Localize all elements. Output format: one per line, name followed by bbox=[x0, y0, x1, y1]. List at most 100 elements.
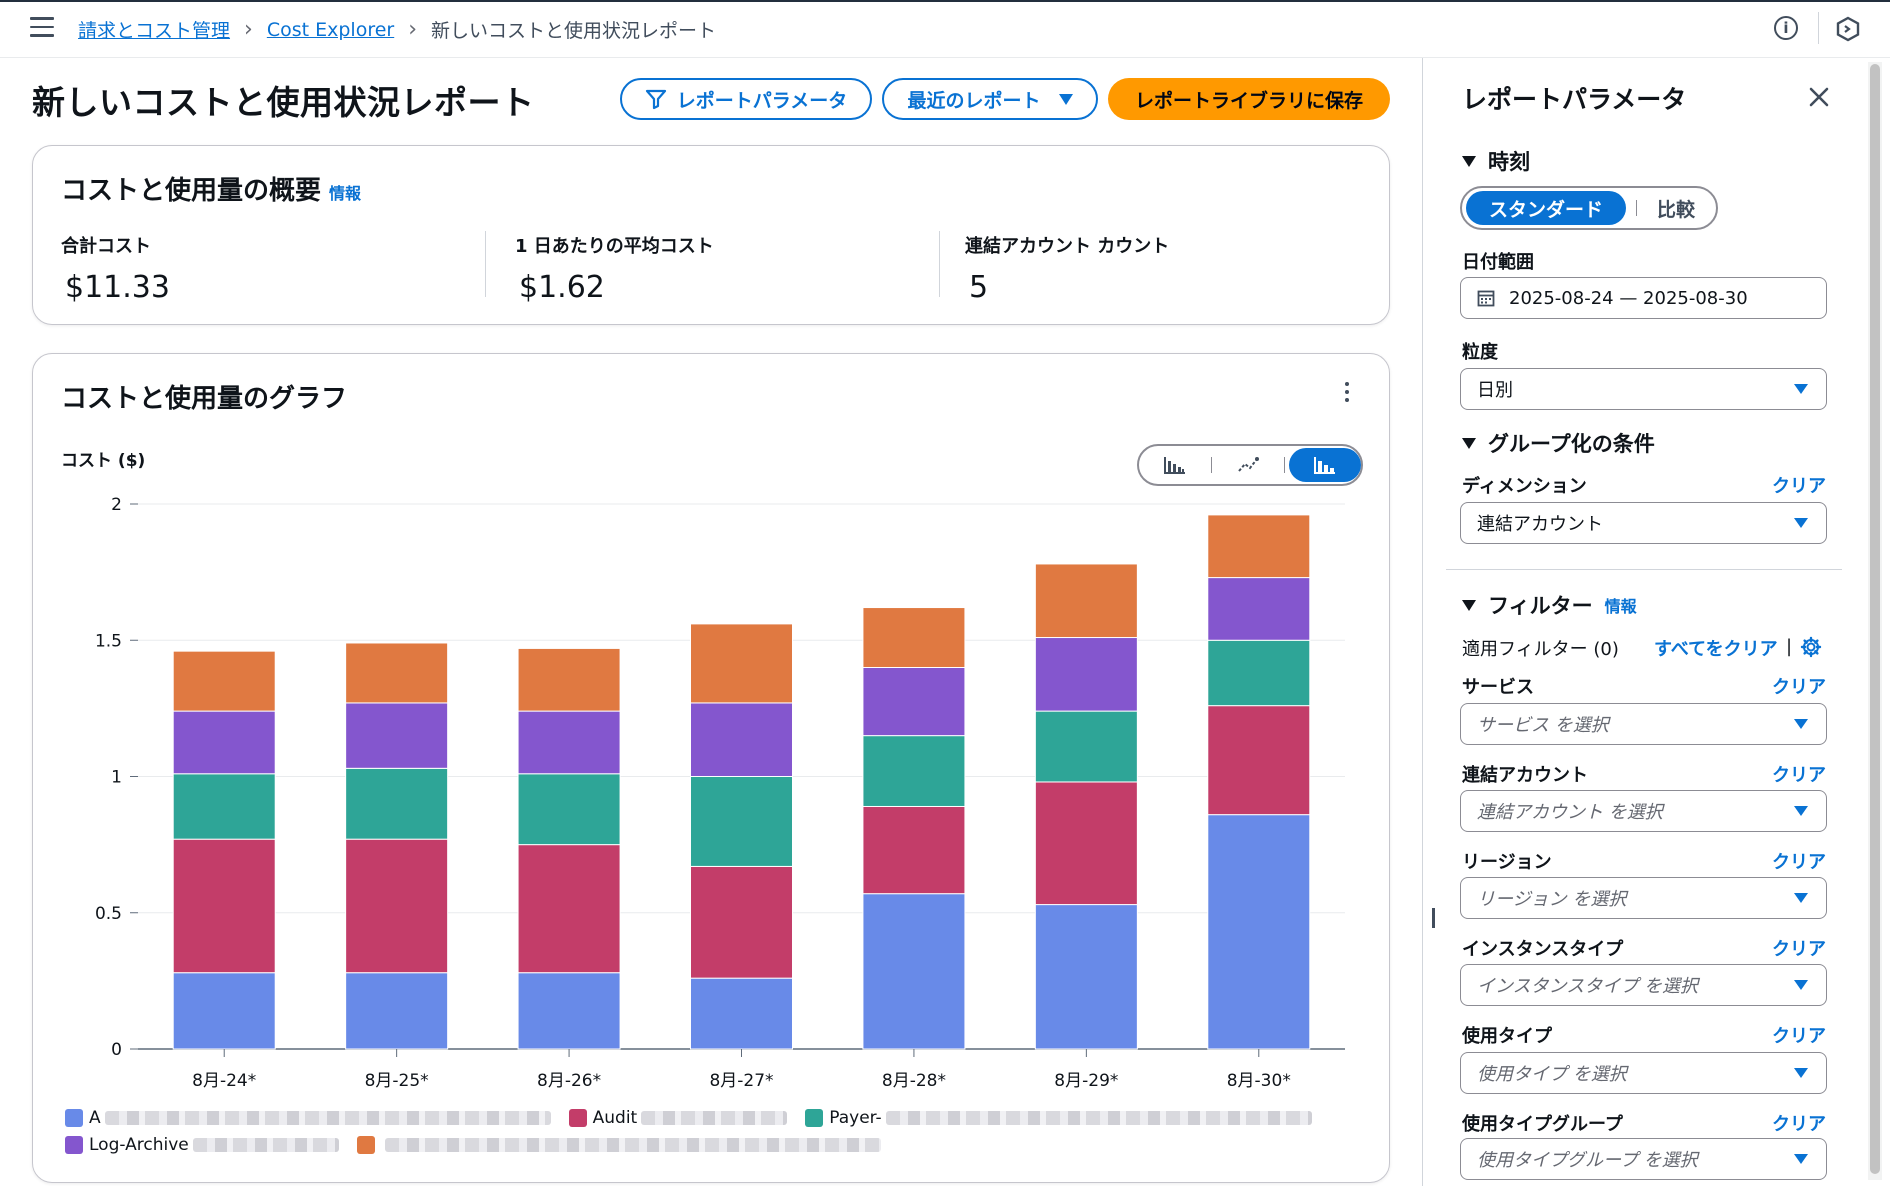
redacted-text bbox=[641, 1110, 788, 1125]
gear-icon[interactable] bbox=[1800, 636, 1822, 658]
legend-item[interactable]: Audit bbox=[568, 1107, 788, 1128]
filter-section-toggle[interactable]: フィルター 情報 bbox=[1462, 590, 1637, 620]
caret-down-icon bbox=[1794, 980, 1808, 990]
report-parameters-button[interactable]: レポートパラメータ bbox=[620, 78, 872, 120]
date-range-input[interactable]: 2025-08-24 — 2025-08-30 bbox=[1460, 277, 1827, 319]
legend-swatch bbox=[805, 1108, 824, 1127]
menu-icon[interactable] bbox=[30, 17, 54, 39]
bar-segment bbox=[1207, 639, 1311, 707]
summary-info-link[interactable]: 情報 bbox=[329, 184, 362, 203]
cloudshell-hex-icon[interactable] bbox=[1836, 16, 1860, 42]
legend-item[interactable]: Payer- bbox=[805, 1107, 1312, 1128]
caret-down-icon bbox=[1462, 437, 1476, 449]
bar-chart-icon[interactable] bbox=[1139, 448, 1211, 482]
bar-segment bbox=[517, 972, 621, 1050]
bar-segment bbox=[1207, 577, 1311, 641]
time-section-toggle[interactable]: 時刻 bbox=[1462, 146, 1530, 176]
bar-segment bbox=[1207, 514, 1311, 579]
redacted-text bbox=[104, 1110, 551, 1125]
bar-segment bbox=[862, 667, 966, 737]
summary-card: コストと使用量の概要 情報 合計コスト $11.33 1 日あたりの平均コスト $… bbox=[32, 145, 1390, 325]
bar-segment bbox=[345, 702, 449, 769]
bar-segment bbox=[172, 710, 276, 775]
usage-type-select[interactable]: 使用タイプ を選択 bbox=[1460, 1052, 1827, 1094]
linked-account-clear-link[interactable]: クリア bbox=[1772, 765, 1826, 786]
close-icon[interactable] bbox=[1806, 84, 1832, 110]
legend-label: Payer- bbox=[829, 1107, 882, 1128]
instance-type-label: インスタンスタイプ bbox=[1462, 939, 1624, 960]
bar-segment bbox=[1034, 904, 1138, 1050]
granularity-label: 粒度 bbox=[1462, 342, 1498, 363]
clear-all-link[interactable]: すべてをクリア bbox=[1654, 639, 1778, 660]
usage-type-group-clear-link[interactable]: クリア bbox=[1772, 1114, 1826, 1135]
bar-segment bbox=[172, 773, 276, 840]
legend-swatch bbox=[356, 1135, 375, 1154]
legend-item[interactable]: Log-Archive bbox=[65, 1135, 339, 1155]
y-tick-label: 1.5 bbox=[95, 631, 122, 651]
instance-type-select[interactable]: インスタンスタイプ を選択 bbox=[1460, 964, 1827, 1006]
service-clear-link[interactable]: クリア bbox=[1772, 677, 1826, 698]
filter-info-link[interactable]: 情報 bbox=[1604, 597, 1637, 616]
y-tick-label: 0.5 bbox=[95, 904, 122, 924]
total-cost: 合計コスト $11.33 bbox=[61, 232, 170, 305]
save-to-library-button[interactable]: レポートライブラリに保存 bbox=[1108, 78, 1390, 120]
bar-segment bbox=[345, 767, 449, 840]
usage-type-group-select[interactable]: 使用タイプグループ を選択 bbox=[1460, 1138, 1827, 1180]
region-select[interactable]: リージョン を選択 bbox=[1460, 877, 1827, 919]
breadcrumb-billing[interactable]: 請求とコスト管理 bbox=[78, 20, 231, 42]
service-placeholder: サービス を選択 bbox=[1477, 715, 1609, 736]
x-tick-label: 8月-29* bbox=[1054, 1071, 1118, 1091]
summary-title: コストと使用量の概要 情報 bbox=[61, 170, 361, 207]
panel-title: レポートパラメータ bbox=[1462, 85, 1687, 114]
instance-type-clear-link[interactable]: クリア bbox=[1772, 939, 1826, 960]
dimension-select[interactable]: 連結アカウント bbox=[1460, 502, 1827, 544]
usage-type-placeholder: 使用タイプ を選択 bbox=[1477, 1064, 1627, 1085]
x-tick-label: 8月-26* bbox=[537, 1071, 601, 1091]
panel-divider bbox=[1422, 58, 1423, 1186]
bar-segment bbox=[862, 893, 966, 1050]
legend-item[interactable] bbox=[356, 1135, 881, 1154]
breadcrumb-cost-explorer[interactable]: Cost Explorer bbox=[266, 18, 395, 41]
divider: | bbox=[1786, 636, 1793, 657]
bar-segment bbox=[345, 838, 449, 974]
avg-cost: 1 日あたりの平均コスト $1.62 bbox=[515, 232, 714, 305]
recent-reports-button[interactable]: 最近のレポート bbox=[882, 78, 1098, 120]
service-select[interactable]: サービス を選択 bbox=[1460, 703, 1827, 745]
total-cost-label: 合計コスト bbox=[61, 236, 151, 257]
segment-compare[interactable]: 比較 bbox=[1657, 198, 1696, 221]
total-cost-value: $11.33 bbox=[65, 270, 170, 305]
y-tick-label: 0 bbox=[111, 1040, 122, 1060]
linked-account-select[interactable]: 連結アカウント を選択 bbox=[1460, 790, 1827, 832]
segment-standard[interactable]: スタンダード bbox=[1466, 191, 1626, 225]
chevron-right-icon: › bbox=[244, 17, 253, 42]
caret-down-icon bbox=[1794, 518, 1808, 528]
x-tick-label: 8月-28* bbox=[882, 1071, 946, 1091]
legend-item[interactable]: A bbox=[65, 1108, 551, 1128]
legend-label: Audit bbox=[592, 1107, 638, 1128]
region-clear-link[interactable]: クリア bbox=[1772, 852, 1826, 873]
bar-segment bbox=[172, 650, 276, 712]
usage-type-clear-link[interactable]: クリア bbox=[1772, 1026, 1826, 1047]
legend-swatch bbox=[568, 1108, 587, 1127]
redacted-text bbox=[885, 1110, 1312, 1125]
more-actions-icon[interactable] bbox=[1343, 382, 1351, 406]
bar-segment bbox=[517, 647, 621, 712]
scrollbar-thumb[interactable] bbox=[1870, 64, 1880, 1174]
applied-filters-count: 適用フィルター (0) bbox=[1462, 639, 1619, 660]
stacked-bar-chart-icon[interactable] bbox=[1289, 448, 1361, 482]
date-range-value: 2025-08-24 — 2025-08-30 bbox=[1509, 287, 1748, 309]
region-placeholder: リージョン を選択 bbox=[1477, 889, 1627, 910]
resize-handle[interactable] bbox=[1432, 908, 1435, 928]
divider bbox=[1211, 457, 1212, 473]
line-chart-icon[interactable] bbox=[1212, 448, 1284, 482]
divider bbox=[1446, 569, 1842, 570]
group-section-toggle[interactable]: グループ化の条件 bbox=[1462, 428, 1655, 458]
divider bbox=[939, 231, 940, 297]
granularity-select[interactable]: 日別 bbox=[1460, 368, 1827, 410]
info-icon[interactable]: i bbox=[1774, 16, 1798, 40]
dimension-clear-link[interactable]: クリア bbox=[1772, 476, 1826, 497]
usage-type-label: 使用タイプ bbox=[1462, 1026, 1552, 1047]
bar-segment bbox=[172, 972, 276, 1050]
recent-reports-label: 最近のレポート bbox=[907, 89, 1041, 112]
breadcrumb-current: 新しいコストと使用状況レポート bbox=[431, 20, 717, 42]
